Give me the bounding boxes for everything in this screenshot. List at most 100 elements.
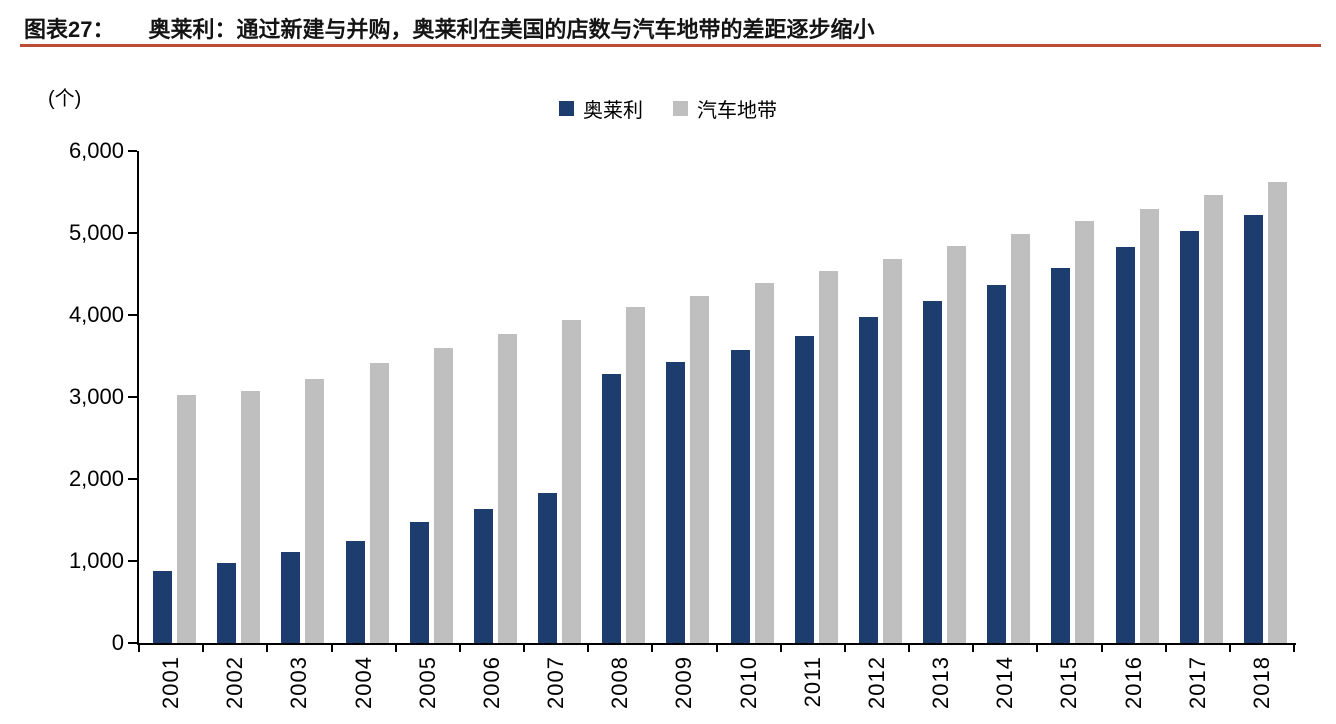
bar-oreilly-2006 [473, 509, 493, 643]
title-underline-rule [20, 44, 1321, 47]
x-axis-label-2003: 2003 [267, 656, 331, 722]
x-axis-label-2004: 2004 [332, 656, 396, 722]
x-axis-label-text: 2011 [799, 656, 825, 708]
bar-autozone-2004 [369, 363, 389, 643]
x-axis-label-2008: 2008 [588, 656, 652, 722]
bar-autozone-2014 [1011, 234, 1031, 643]
bar-autozone-2012 [882, 259, 902, 643]
x-axis-label-text: 2007 [543, 656, 569, 709]
x-axis-label-2013: 2013 [909, 656, 973, 722]
x-axis-tick [908, 643, 910, 652]
x-axis-tick [458, 643, 461, 652]
x-axis-tick [715, 643, 718, 652]
bar-oreilly-2010 [730, 350, 750, 643]
x-axis-label-text: 2006 [478, 656, 504, 709]
figure-title: 奥莱利：通过新建与并购，奥莱利在美国的店数与汽车地带的差距逐步缩小 [148, 17, 875, 42]
bar-autozone-2003 [305, 379, 325, 643]
y-axis-tick [128, 642, 137, 644]
bar-chart-plot-area: 0 1,000 2,000 3,000 4,000 5,000 6,000 2001 2002 2… [69, 138, 1296, 709]
y-axis-tick-label: 0 [111, 630, 124, 655]
figure-title-row: 图表27： 奥莱利：通过新建与并购，奥莱利在美国的店数与汽车地带的差距逐步缩小 [24, 12, 875, 44]
x-axis-label-2001: 2001 [139, 656, 203, 722]
legend-swatch-autozone [673, 101, 688, 116]
x-axis-label-2012: 2012 [845, 656, 909, 722]
x-axis-tick [1100, 643, 1103, 652]
x-axis-label-text: 2002 [222, 656, 248, 709]
bar-autozone-2007 [562, 320, 581, 643]
x-axis-label-text: 2005 [414, 656, 440, 709]
x-axis-label-text: 2012 [863, 656, 889, 709]
bar-autozone-2018 [1267, 182, 1287, 643]
x-axis-tick [523, 643, 525, 652]
y-axis-tick [128, 560, 137, 562]
bar-oreilly-2002 [217, 563, 237, 643]
y-axis-unit-label: (个) [48, 88, 82, 110]
legend-label-autozone: 汽车地带 [697, 100, 777, 122]
x-axis-tick [1293, 643, 1295, 652]
bar-oreilly-2007 [538, 493, 557, 643]
x-axis-tick [1228, 643, 1231, 652]
bar-autozone-2013 [947, 246, 966, 643]
x-axis-label-2010: 2010 [717, 656, 781, 722]
bar-oreilly-2018 [1243, 215, 1263, 643]
x-axis-label-text: 2018 [1248, 656, 1274, 709]
bar-oreilly-2009 [666, 362, 686, 643]
bar-oreilly-2013 [923, 301, 942, 643]
y-axis-tick [128, 314, 137, 316]
bar-oreilly-2008 [602, 374, 622, 643]
x-axis-label-text: 2008 [607, 656, 633, 709]
y-axis-tick-label: 2,000 [68, 466, 124, 491]
bar-oreilly-2011 [794, 336, 814, 643]
x-axis-label-text: 2010 [735, 656, 761, 709]
y-axis-tick-label: 4,000 [68, 302, 124, 327]
x-axis-label-2009: 2009 [652, 656, 716, 722]
chart-legend: 奥莱利 汽车地带 [0, 94, 1336, 123]
bar-oreilly-2003 [281, 552, 301, 643]
x-axis-tick [1036, 643, 1039, 652]
x-axis-label-text: 2017 [1184, 656, 1210, 709]
x-axis-tick [779, 643, 782, 652]
x-axis-label-2006: 2006 [460, 656, 524, 722]
bar-autozone-2002 [241, 391, 261, 643]
x-axis-label-2015: 2015 [1037, 656, 1101, 722]
figure-number-label: 图表27： [24, 17, 115, 42]
x-axis-tick [843, 643, 846, 652]
y-axis-tick [128, 150, 137, 152]
x-axis-tick [587, 643, 590, 652]
bar-autozone-2009 [690, 296, 710, 643]
x-axis-label-text: 2009 [671, 656, 697, 709]
x-axis-label-2011: 2011 [781, 656, 845, 722]
x-axis-label-text: 2014 [992, 656, 1018, 709]
y-axis-line [137, 151, 139, 645]
x-axis-tick [972, 643, 975, 652]
bar-autozone-2017 [1203, 195, 1223, 643]
y-axis-tick [128, 396, 137, 398]
x-axis-label-2002: 2002 [203, 656, 267, 722]
x-axis-label-2007: 2007 [524, 656, 588, 722]
bar-autozone-2005 [433, 348, 453, 643]
y-axis-tick-label: 1,000 [68, 548, 124, 573]
x-axis-label-2017: 2017 [1166, 656, 1230, 722]
bar-oreilly-2016 [1115, 247, 1135, 643]
bar-oreilly-2012 [858, 317, 878, 643]
legend-item-oreilly: 奥莱利 [559, 94, 643, 123]
bar-oreilly-2005 [409, 522, 429, 643]
x-axis-tick [330, 643, 333, 652]
x-axis-label-text: 2016 [1120, 656, 1146, 709]
x-axis-label-text: 2004 [350, 656, 376, 709]
bar-autozone-2008 [626, 307, 646, 643]
bar-oreilly-2014 [987, 285, 1007, 643]
bar-autozone-2015 [1075, 221, 1095, 643]
bar-autozone-2010 [754, 283, 774, 643]
y-axis-tick [128, 232, 137, 234]
x-axis-label-text: 2015 [1056, 656, 1082, 709]
x-axis-label-2018: 2018 [1230, 656, 1294, 722]
x-axis-label-2014: 2014 [973, 656, 1037, 722]
legend-label-oreilly: 奥莱利 [583, 100, 643, 122]
x-axis-tick [1164, 643, 1167, 652]
bar-oreilly-2001 [153, 571, 172, 643]
x-axis-tick [202, 643, 205, 652]
legend-item-autozone: 汽车地带 [673, 94, 777, 123]
bar-oreilly-2017 [1179, 231, 1199, 643]
